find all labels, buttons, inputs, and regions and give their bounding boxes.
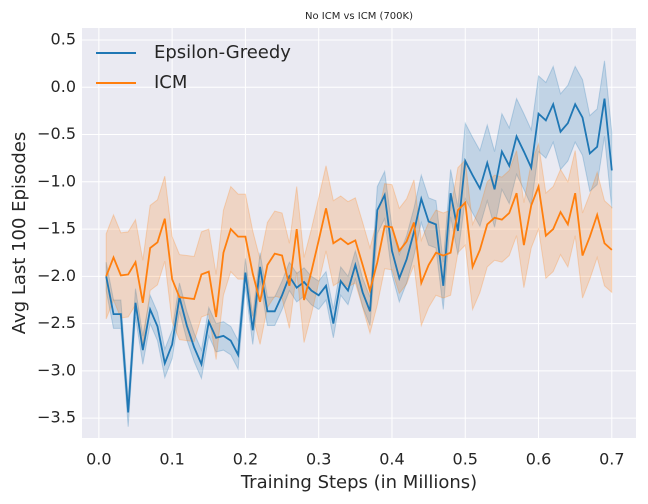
legend-label: ICM [154,72,187,93]
y-tick-label: −1.5 [37,219,76,238]
x-tick-label: 0.5 [453,450,478,469]
x-tick-label: 0.6 [526,450,551,469]
y-tick-label: −2.5 [37,313,76,332]
y-tick-label: −0.5 [37,124,76,143]
y-tick-label: 0.0 [51,77,76,96]
y-axis-label: Avg Last 100 Episodes [9,132,30,334]
x-axis-label: Training Steps (in Millions) [240,472,477,493]
x-tick-label: 0.3 [306,450,331,469]
chart-title: No ICM vs ICM (700K) [305,11,413,22]
legend-label: Epsilon-Greedy [154,42,291,63]
x-tick-label: 0.7 [599,450,624,469]
x-tick-label: 0.2 [233,450,258,469]
y-tick-label: 0.5 [51,30,76,49]
y-tick-label: −3.5 [37,408,76,427]
x-tick-label: 0.4 [379,450,404,469]
y-tick-label: −3.0 [37,360,76,379]
x-tick-label: 0.1 [159,450,184,469]
x-tick-label: 0.0 [86,450,111,469]
y-tick-label: −2.0 [37,266,76,285]
y-tick-label: −1.0 [37,171,76,190]
